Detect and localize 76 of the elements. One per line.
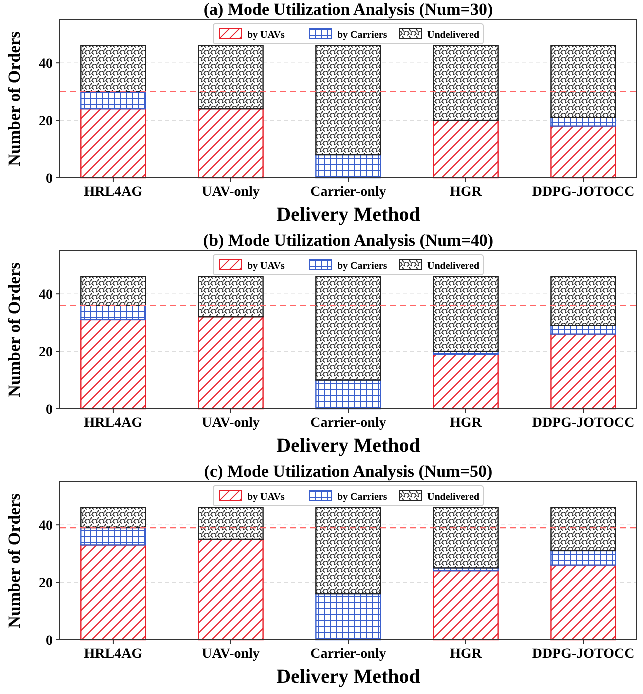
- x-tick-label: UAV-only: [202, 416, 260, 431]
- bar: [80, 507, 146, 529]
- bar: [80, 45, 146, 92]
- bar: [550, 276, 616, 326]
- bar: [198, 316, 264, 410]
- legend-label: Undelivered: [428, 261, 480, 272]
- bar: [433, 276, 499, 352]
- bar: [80, 319, 146, 410]
- chart-title: (a) Mode Utilization Analysis (Num=30): [204, 0, 494, 19]
- bar: [198, 538, 264, 641]
- x-tick-label: DDPG-JOTOCC: [532, 185, 635, 200]
- x-tick-label: HGR: [450, 416, 483, 431]
- bar: [550, 507, 616, 552]
- bar: [316, 154, 382, 179]
- bar: [433, 570, 499, 641]
- x-tick-label: Carrier-only: [310, 416, 386, 431]
- legend-label: by Carriers: [338, 261, 388, 272]
- y-tick-label: 40: [39, 518, 53, 534]
- x-axis-title: Delivery Method: [276, 435, 420, 457]
- bar: [433, 507, 499, 569]
- x-tick-label: HGR: [450, 647, 483, 662]
- bar: [550, 334, 616, 410]
- bar: [550, 45, 616, 118]
- x-tick-label: UAV-only: [202, 185, 260, 200]
- bar: [80, 304, 146, 321]
- bar: [316, 45, 382, 156]
- y-tick-label: 40: [39, 288, 53, 303]
- x-tick-label: DDPG-JOTOCC: [532, 416, 635, 431]
- bar: [316, 380, 382, 410]
- chart-title: (c) Mode Utilization Analysis (Num=50): [204, 462, 493, 481]
- x-tick-label: HGR: [450, 185, 483, 200]
- bar: [316, 507, 382, 595]
- bar: [550, 564, 616, 641]
- bar: [433, 120, 499, 179]
- legend-label: by Carriers: [338, 30, 388, 41]
- legend-label: Undelivered: [428, 492, 480, 503]
- bar: [198, 45, 264, 110]
- y-tick-label: 20: [39, 345, 53, 360]
- y-tick-label: 0: [46, 634, 53, 649]
- bar: [316, 276, 382, 381]
- bar: [550, 550, 616, 566]
- legend-label: by UAVs: [248, 261, 285, 272]
- bar: [316, 593, 382, 641]
- bar: [80, 108, 146, 179]
- y-axis-title: Number of Orders: [5, 262, 24, 398]
- x-tick-label: Carrier-only: [310, 647, 386, 662]
- y-tick-label: 0: [46, 402, 53, 418]
- bar: [433, 45, 499, 122]
- x-tick-label: Carrier-only: [310, 185, 386, 200]
- x-axis-title: Delivery Method: [276, 204, 420, 226]
- bar: [80, 91, 146, 110]
- legend-label: Undelivered: [428, 30, 480, 41]
- x-tick-label: DDPG-JOTOCC: [532, 647, 635, 662]
- bar: [80, 544, 146, 641]
- bar: [80, 276, 146, 306]
- bar: [80, 527, 146, 546]
- y-axis-title: Number of Orders: [5, 493, 24, 628]
- chart-title: (b) Mode Utilization Analysis (Num=40): [203, 231, 494, 250]
- y-tick-label: 20: [39, 576, 53, 592]
- x-axis-title: Delivery Method: [276, 666, 420, 688]
- y-axis-title: Number of Orders: [5, 31, 24, 166]
- legend-label: by UAVs: [248, 30, 285, 41]
- x-tick-label: HRL4AG: [84, 185, 143, 200]
- y-tick-label: 20: [39, 114, 53, 130]
- bar: [550, 126, 616, 179]
- x-tick-label: HRL4AG: [84, 647, 143, 662]
- bar: [198, 108, 264, 179]
- legend-label: by UAVs: [248, 492, 285, 503]
- bar: [198, 507, 264, 540]
- bar: [433, 354, 499, 410]
- y-tick-label: 0: [46, 172, 53, 187]
- legend-label: by Carriers: [338, 492, 388, 503]
- x-tick-label: UAV-only: [202, 647, 260, 662]
- y-tick-label: 40: [39, 56, 53, 72]
- bar: [198, 276, 264, 318]
- x-tick-label: HRL4AG: [84, 416, 143, 431]
